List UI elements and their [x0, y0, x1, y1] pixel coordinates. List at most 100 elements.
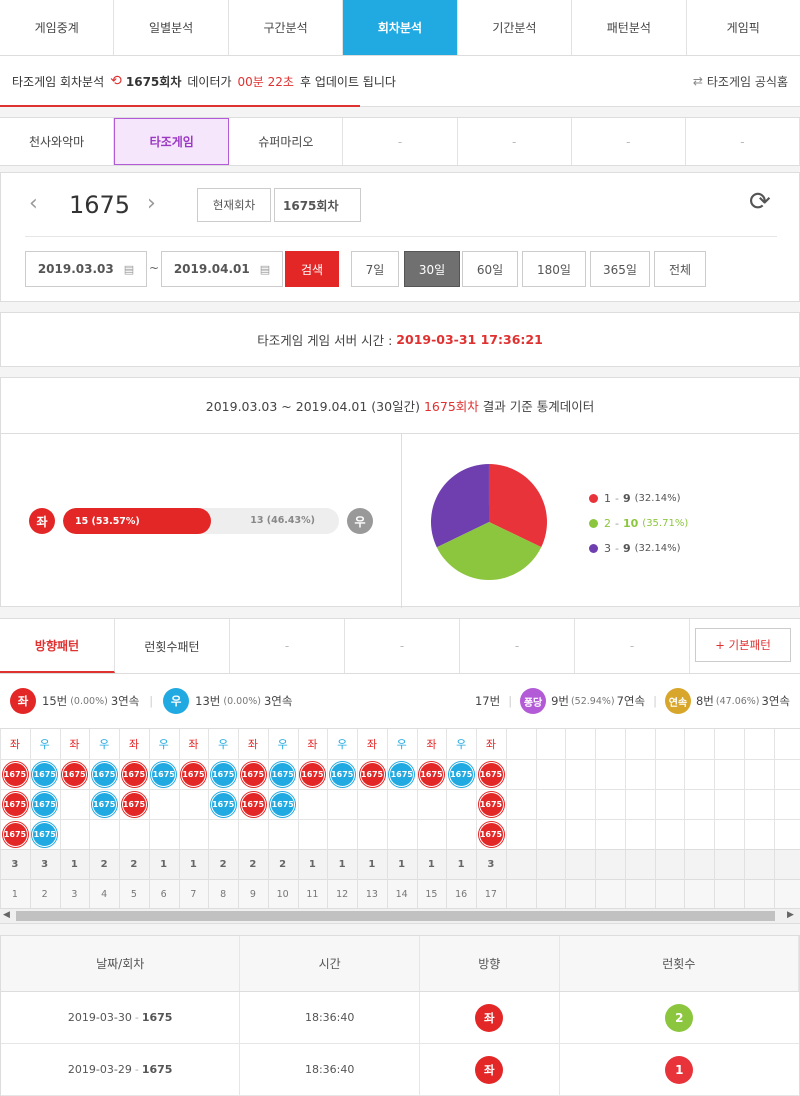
break-badge: 꺾임	[447, 694, 469, 708]
history-direction-cell: 좌	[420, 1044, 560, 1095]
pattern-tab-3[interactable]: -	[345, 619, 460, 673]
grid-column-index: 13	[365, 888, 378, 900]
history-round: 1675	[141, 1011, 173, 1024]
scroll-right-icon[interactable]: ▶	[787, 910, 794, 920]
grid-vline	[446, 849, 448, 909]
history-header-cell: 시간	[240, 936, 420, 991]
tab-6[interactable]: 게임픽	[726, 21, 760, 35]
grid-direction-header: 좌	[426, 738, 437, 751]
scroll-thumb[interactable]	[16, 911, 775, 921]
grid-direction-header: 좌	[128, 738, 139, 751]
tab-3[interactable]: 회차분석	[343, 0, 458, 55]
official-home-link[interactable]: ⇄ 타조게임 공식홈	[693, 73, 788, 90]
game-tab-3[interactable]: -	[343, 118, 458, 165]
grid-column-index: 15	[425, 888, 438, 900]
grid-column-index: 16	[455, 888, 468, 900]
statistics-panel: 2019.03.03 ~ 2019.04.01 (30일간) 1675회차 결과…	[0, 377, 800, 608]
scroll-left-icon[interactable]: ◀	[3, 910, 10, 920]
grid-result-ball: 1675	[91, 792, 117, 817]
period-button-2[interactable]: 60일	[462, 251, 518, 287]
history-date-cell: 2019-03-30 - 1675	[1, 992, 241, 1043]
end-date-value: 2019.04.01	[173, 262, 250, 276]
game-tab-5[interactable]: -	[572, 118, 686, 165]
grid-column-index: 8	[220, 888, 227, 900]
grid-run-count: 2	[100, 858, 108, 870]
left-summary-badge: 좌	[10, 688, 36, 714]
history-header-cell: 런횟수	[560, 936, 800, 991]
tab-2[interactable]: 구간분석	[229, 0, 344, 55]
history-round: 1675	[141, 1063, 173, 1076]
info-suffix: 후 업데이트 됩니다	[299, 74, 396, 89]
grid-direction-header: 좌	[188, 738, 199, 751]
grid-result-ball: 1675	[240, 762, 266, 787]
grid-vline	[595, 849, 596, 909]
game-tab-6[interactable]: -	[686, 118, 800, 165]
grid-vline	[773, 849, 775, 909]
grid-scrollbar[interactable]: ◀ ▶	[0, 908, 800, 924]
current-round-button[interactable]: 현재회차	[197, 188, 271, 222]
prev-round-icon[interactable]: ‹	[29, 191, 38, 216]
continue-badge: 연속	[664, 688, 691, 714]
pattern-tab-0[interactable]: 방향패턴	[0, 619, 115, 673]
statistics-round: 1675회차	[423, 399, 479, 414]
grid-vline	[624, 849, 626, 909]
divider	[25, 236, 777, 237]
tab-5[interactable]: 패턴분석	[572, 0, 687, 55]
game-tabs: 천사와악마 타조게임 슈퍼마리오 - - - -	[0, 117, 800, 166]
grid-column-index: 6	[160, 888, 167, 900]
round-input[interactable]: 1675회차	[274, 188, 361, 222]
search-button[interactable]: 검색	[285, 251, 339, 287]
server-time-value: 2019-03-31 17:36:21	[396, 332, 543, 347]
grid-result-ball: 1675	[121, 792, 147, 817]
tab-1[interactable]: 일별분석	[114, 0, 229, 55]
grid-column-index: 10	[276, 888, 289, 900]
server-time-label: 타조게임 게임 서버 시간 :	[257, 333, 393, 348]
server-time-bar: 타조게임 게임 서버 시간 : 2019-03-31 17:36:21	[0, 312, 800, 367]
round-selector: ‹ 1675 › 현재회차 1675회차 ⟳ 2019.03.03 ▤ ~ 20…	[0, 172, 800, 302]
period-button-5[interactable]: 전체	[654, 251, 706, 287]
pattern-tab-1[interactable]: 런횟수패턴	[115, 619, 230, 673]
right-count: 13번	[195, 694, 221, 708]
left-ratio-fill: 15 (53.57%)	[63, 508, 211, 534]
pattern-tab-5[interactable]: -	[575, 619, 690, 673]
tab-0[interactable]: 게임중계	[0, 0, 115, 55]
info-mid: 데이터가	[187, 74, 232, 89]
start-date-input[interactable]: 2019.03.03 ▤	[25, 251, 147, 287]
period-button-4[interactable]: 365일	[590, 251, 650, 287]
next-round-icon[interactable]: ›	[147, 191, 156, 216]
grid-column-index: 11	[306, 888, 319, 900]
history-run-cell: 1	[560, 1044, 799, 1095]
history-date: 2019-03-30	[67, 1011, 132, 1024]
period-button-3[interactable]: 180일	[522, 251, 586, 287]
history-row: 2019-03-30 - 1675 18:36:40 좌 2	[1, 992, 799, 1044]
refresh-icon[interactable]: ⟳	[749, 187, 771, 217]
grid-vline	[178, 849, 180, 909]
tab-4[interactable]: 기간분석	[458, 0, 573, 55]
legend-pct: (35.71%)	[642, 518, 689, 529]
game-tab-4[interactable]: -	[458, 118, 572, 165]
game-tab-0[interactable]: 천사와악마	[0, 118, 115, 165]
statistics-range: 2019.03.03 ~ 2019.04.01 (30일간)	[205, 399, 420, 414]
pattern-tab-2[interactable]: -	[230, 619, 345, 673]
grid-vline	[565, 849, 567, 909]
history-time: 18:36:40	[240, 1044, 420, 1095]
period-button-1[interactable]: 30일	[404, 251, 460, 287]
right-ratio-value: 13 (46.43%)	[250, 515, 315, 526]
pattern-tab-4[interactable]: -	[460, 619, 575, 673]
grid-result-ball: 1675	[91, 762, 117, 787]
basic-pattern-button[interactable]: + 기본패턴	[695, 628, 791, 662]
grid-run-count: 1	[368, 858, 376, 870]
link-icon: ⇄	[692, 74, 703, 88]
period-button-0[interactable]: 7일	[351, 251, 399, 287]
game-tab-2[interactable]: 슈퍼마리오	[229, 118, 344, 165]
history-direction-cell: 좌	[420, 992, 560, 1043]
legend-value: 10	[622, 517, 639, 530]
grid-vline	[386, 849, 388, 909]
game-tab-1[interactable]: 타조게임	[114, 118, 230, 165]
info-prefix: 타조게임 회차분석	[12, 74, 105, 89]
grid-column-index: 17	[484, 888, 497, 900]
end-date-input[interactable]: 2019.04.01 ▤	[161, 251, 283, 287]
grid-vline	[684, 849, 686, 909]
grid-vline	[267, 849, 269, 909]
history-direction-badge: 좌	[475, 1055, 504, 1084]
